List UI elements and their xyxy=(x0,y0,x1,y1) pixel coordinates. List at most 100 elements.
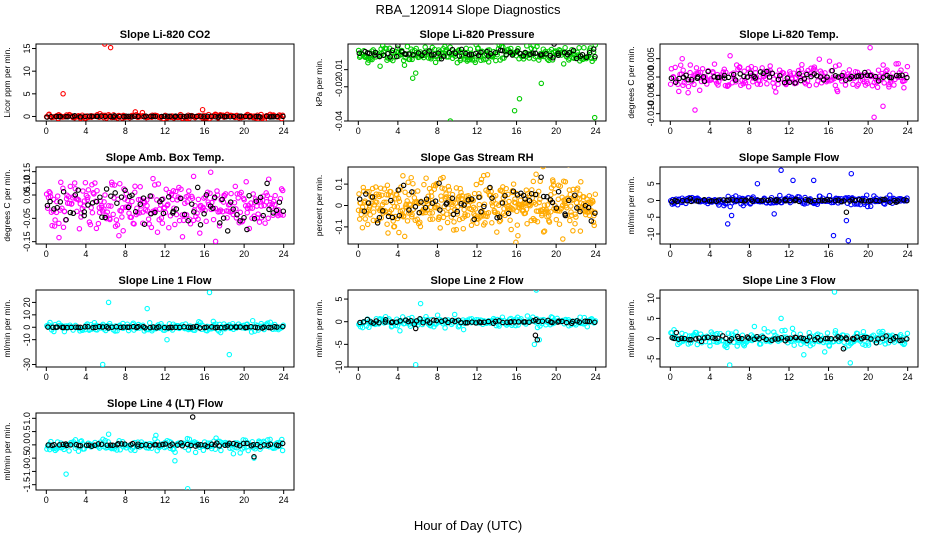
data-point xyxy=(555,52,562,59)
data-point xyxy=(178,186,184,192)
y-tick-label: 0.5 xyxy=(22,425,32,438)
data-point xyxy=(880,332,886,339)
data-point xyxy=(560,61,567,67)
data-point xyxy=(513,239,519,244)
data-point xyxy=(426,210,433,216)
outlier-point xyxy=(590,46,597,52)
data-point xyxy=(396,198,403,205)
data-point xyxy=(393,53,400,60)
data-point xyxy=(280,113,286,120)
data-point xyxy=(786,79,793,86)
data-point xyxy=(897,337,903,344)
data-point xyxy=(129,114,135,120)
data-point xyxy=(362,216,369,222)
data-point xyxy=(92,180,98,186)
x-tick-label: 0 xyxy=(356,126,361,136)
data-point xyxy=(102,214,108,221)
data-point xyxy=(577,208,583,215)
data-point xyxy=(383,191,390,198)
x-tick-label: 16 xyxy=(512,126,522,136)
data-point xyxy=(496,214,503,220)
outlier-point xyxy=(409,75,416,81)
data-point xyxy=(817,74,824,80)
data-point xyxy=(688,77,695,83)
data-point xyxy=(85,202,91,208)
panel: Slope Line 2 Flow ml/min per min. 0 4 8 12 16 2… xyxy=(314,275,607,382)
data-point xyxy=(244,440,250,447)
data-point xyxy=(233,206,239,212)
data-point xyxy=(477,214,484,220)
series xyxy=(44,180,287,234)
data-point xyxy=(458,200,464,207)
data-point xyxy=(117,447,123,453)
data-point xyxy=(399,314,406,320)
data-point xyxy=(592,210,598,216)
plot-frame xyxy=(659,289,919,368)
x-tick-label: 4 xyxy=(707,249,712,259)
data-point xyxy=(720,69,727,75)
data-point xyxy=(842,82,849,88)
data-point xyxy=(428,323,434,329)
data-point xyxy=(556,221,563,227)
x-tick-label: 20 xyxy=(239,249,249,259)
data-point xyxy=(230,450,237,457)
y-tick-label: -10 xyxy=(334,360,344,373)
outlier-point xyxy=(831,290,838,295)
data-point xyxy=(93,198,100,205)
data-point xyxy=(384,182,391,189)
x-tick-label: 8 xyxy=(123,372,128,382)
data-point xyxy=(524,44,530,49)
data-point xyxy=(543,51,549,57)
data-point xyxy=(120,113,127,120)
data-point xyxy=(103,186,110,192)
data-point xyxy=(125,204,132,211)
x-tick-label: 0 xyxy=(44,372,49,382)
x-tick-label: 12 xyxy=(472,249,482,259)
data-point xyxy=(179,442,186,449)
data-point xyxy=(466,52,472,58)
data-point xyxy=(270,113,277,120)
data-point xyxy=(515,232,521,239)
data-point xyxy=(527,202,533,209)
data-point xyxy=(711,61,718,67)
data-point xyxy=(435,202,441,209)
outlier-point xyxy=(771,211,777,217)
y-tick-label: 5 xyxy=(646,316,656,321)
data-point xyxy=(165,194,172,200)
data-point xyxy=(356,191,362,197)
data-point xyxy=(535,188,542,195)
data-point xyxy=(191,209,197,215)
data-point xyxy=(273,207,280,214)
data-point xyxy=(364,316,371,323)
data-point xyxy=(51,223,58,229)
data-point xyxy=(904,197,910,204)
data-point xyxy=(367,212,373,218)
data-point xyxy=(563,319,570,326)
data-point xyxy=(672,79,679,85)
data-point xyxy=(104,442,111,448)
data-point xyxy=(478,319,484,326)
x-tick-label: 16 xyxy=(512,372,522,382)
data-point xyxy=(591,222,597,229)
data-point xyxy=(769,70,776,77)
data-point xyxy=(142,324,148,331)
data-point xyxy=(472,206,479,212)
data-point xyxy=(195,216,201,222)
data-point xyxy=(777,192,783,199)
outlier-point xyxy=(679,55,685,62)
data-point xyxy=(588,218,595,224)
series xyxy=(357,316,598,343)
data-point xyxy=(526,197,533,204)
data-point xyxy=(110,114,117,120)
data-point xyxy=(80,188,86,194)
data-point xyxy=(775,336,781,342)
data-point xyxy=(152,113,159,120)
data-point xyxy=(801,76,808,82)
data-point xyxy=(57,113,64,120)
y-tick-label: -0.1 xyxy=(334,219,344,235)
data-point xyxy=(577,228,584,234)
panel-title: Slope Line 3 Flow xyxy=(743,275,836,287)
data-point xyxy=(742,80,749,86)
data-point xyxy=(541,228,548,234)
data-point xyxy=(224,215,230,221)
